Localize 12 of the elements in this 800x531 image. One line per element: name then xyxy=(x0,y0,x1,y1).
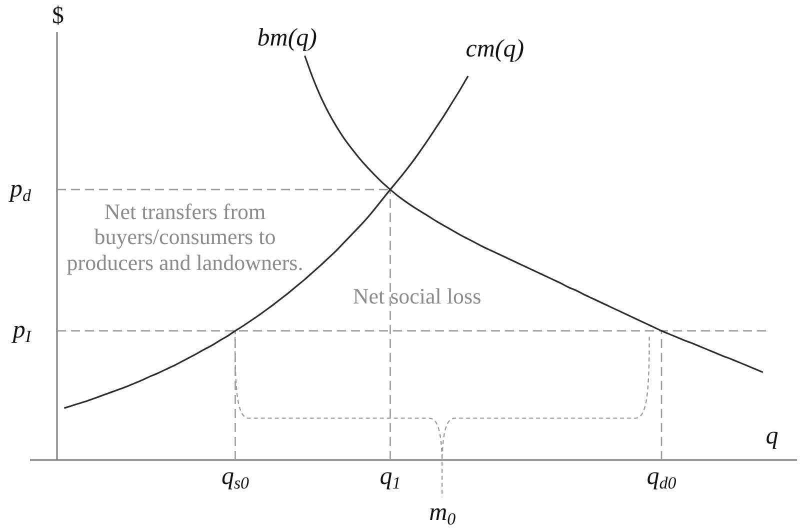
x-tick-label: q$_{1}$ xyxy=(380,463,401,492)
ref-line-label: p$_{d}$ xyxy=(10,175,31,204)
series-label: cm(q) xyxy=(466,34,524,64)
annotation: Net transfers from buyers/consumers to producers and landowners. xyxy=(66,199,304,275)
x-axis-title: q xyxy=(766,422,778,452)
x-tick-label: q$_{d0}$ xyxy=(646,463,676,492)
ref-line-label: p$_{I}$ xyxy=(12,316,31,346)
x-tick-label: q$_{s0}$ xyxy=(221,463,250,492)
text: m$_{0}$ xyxy=(429,499,456,528)
y-axis-title: $ xyxy=(52,3,64,31)
annotation: Net social loss xyxy=(352,283,482,309)
series-label: bm(q) xyxy=(257,24,317,54)
